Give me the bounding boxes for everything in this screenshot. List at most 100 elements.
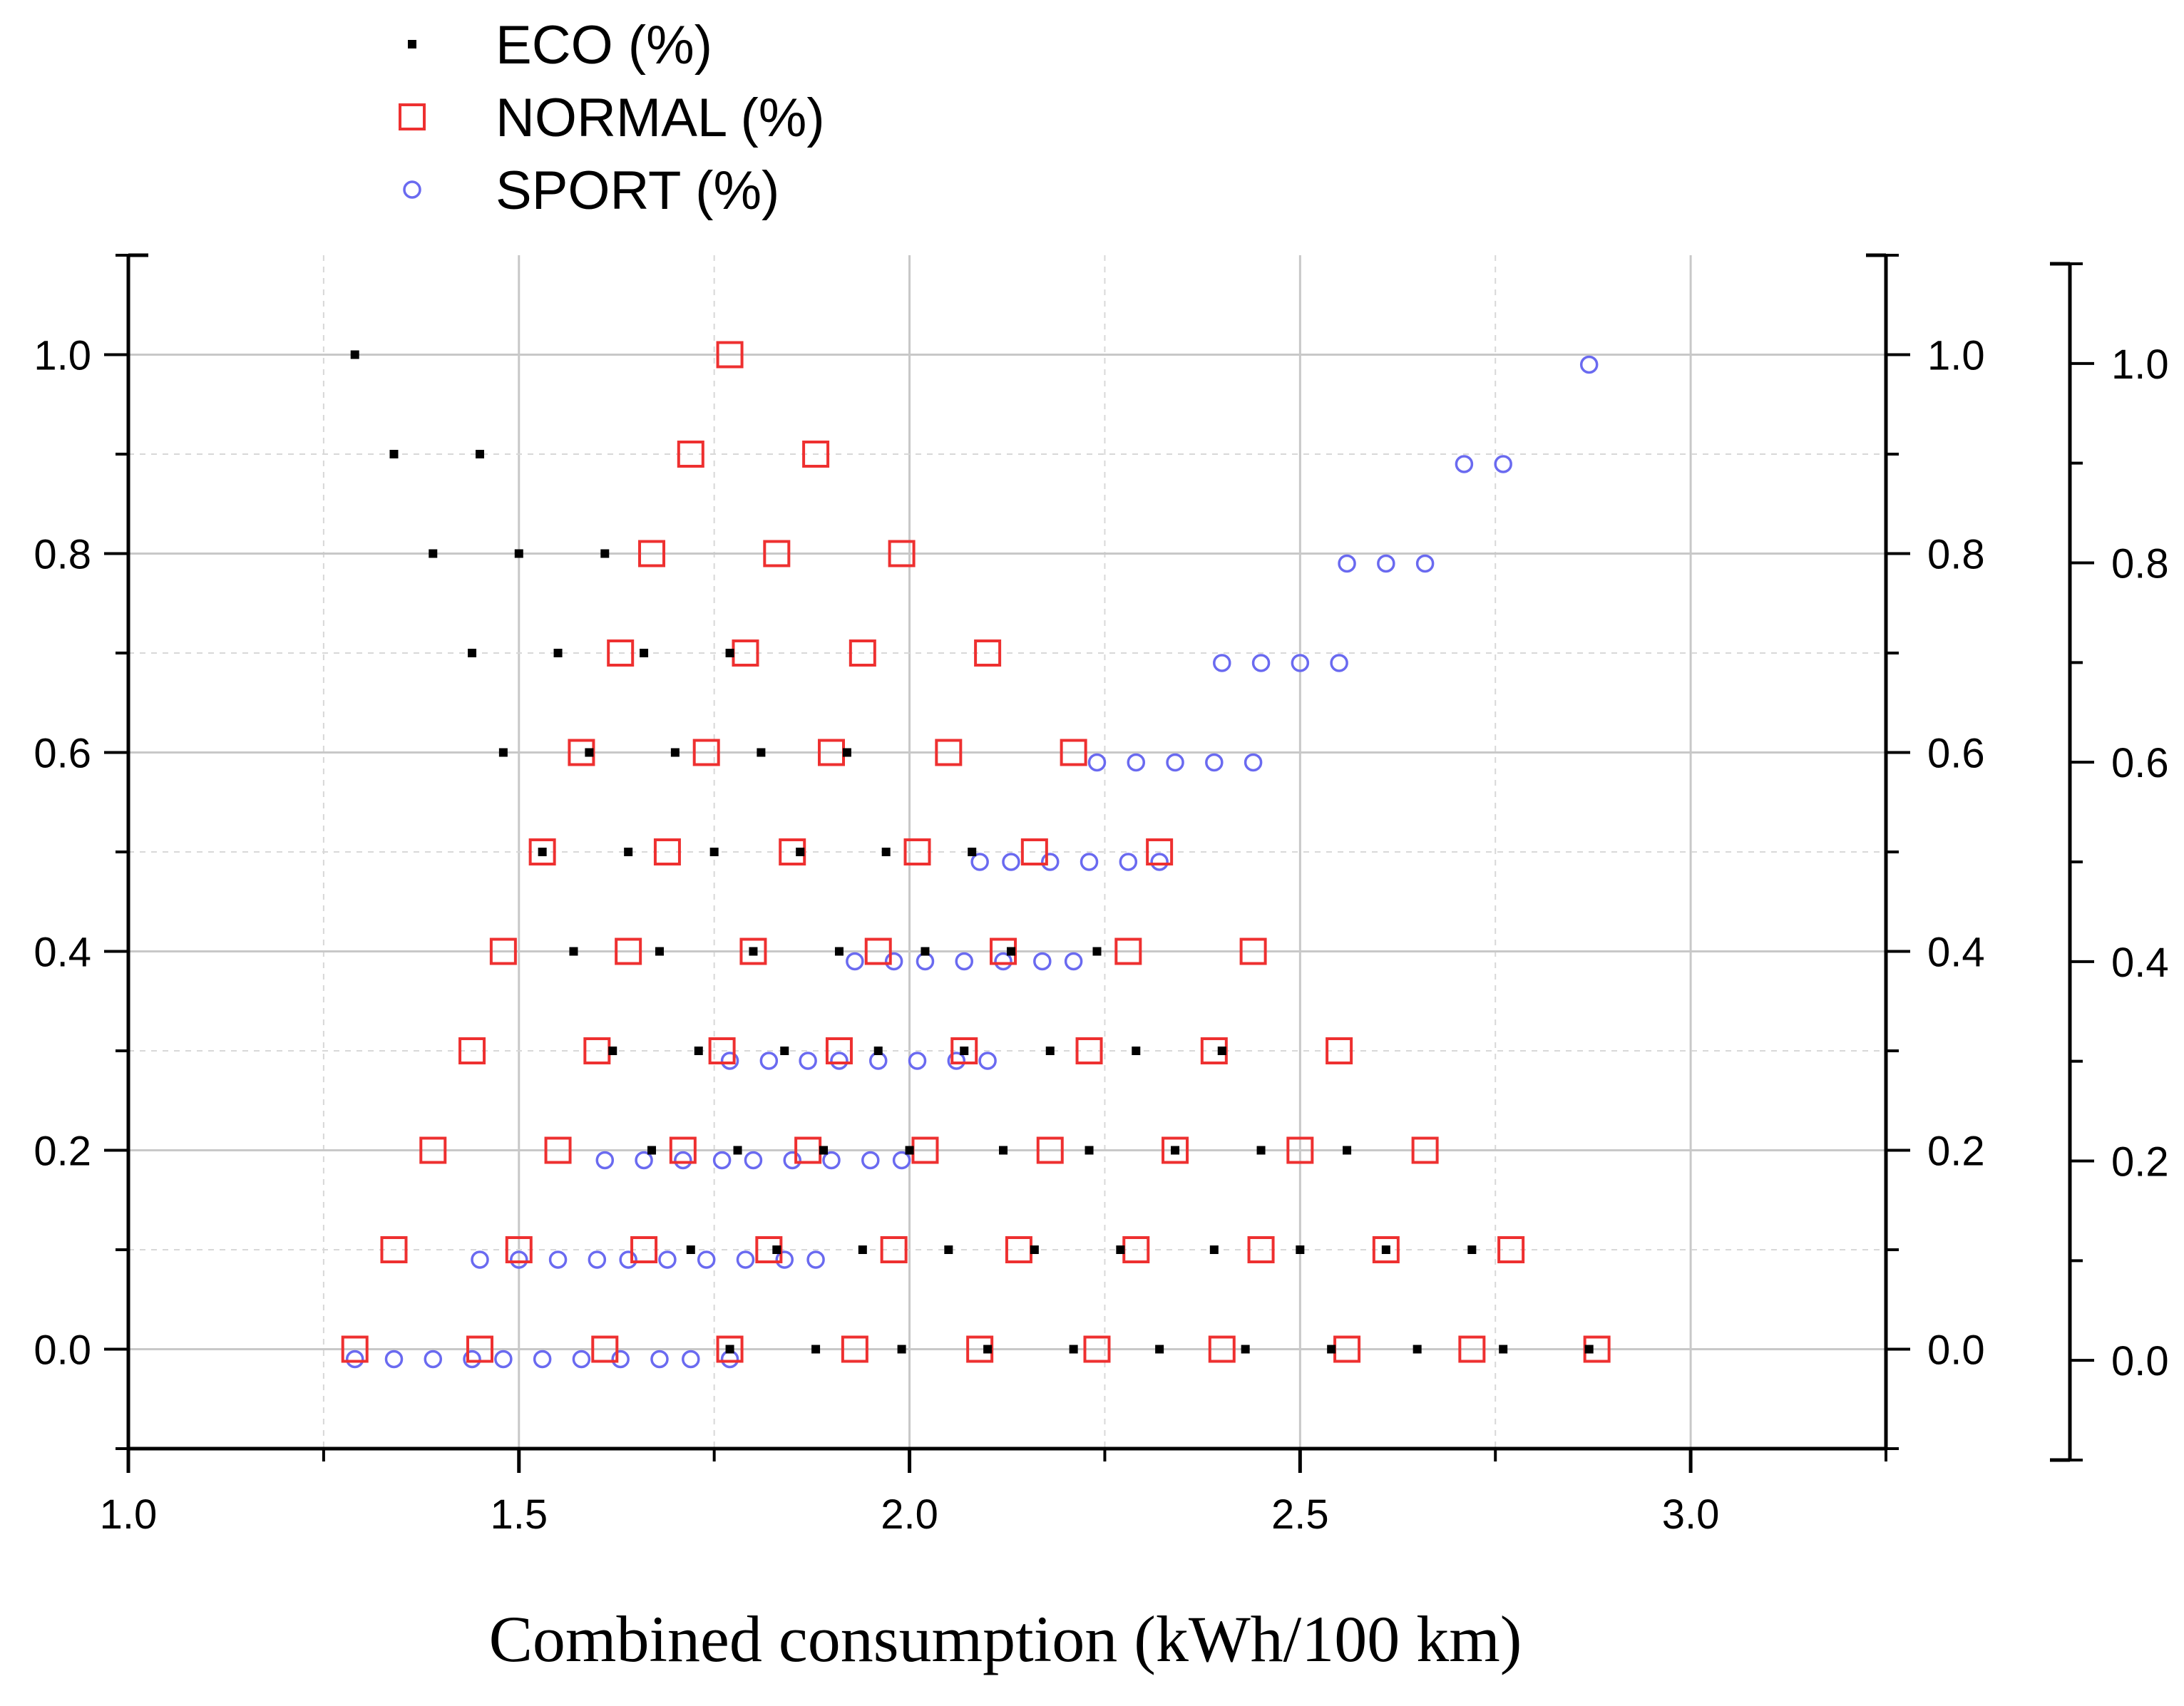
- data-point-eco: [1069, 1345, 1078, 1354]
- data-point-eco: [1343, 1146, 1352, 1155]
- data-point-normal: [638, 540, 666, 567]
- data-point-eco: [709, 848, 719, 856]
- data-point-sport: [1127, 753, 1146, 772]
- data-point-sport: [384, 1350, 404, 1369]
- data-point-sport: [572, 1350, 591, 1369]
- data-point-eco: [640, 649, 649, 657]
- data-point-sport: [861, 1151, 880, 1170]
- y-tick-label-right-outer: 0.6: [2111, 740, 2169, 786]
- data-point-normal: [974, 639, 1002, 667]
- y-tick-label-right-outer: 0.0: [2111, 1338, 2169, 1384]
- legend-label: ECO (%): [496, 15, 712, 76]
- data-point-normal: [380, 1236, 408, 1263]
- data-point-sport: [1579, 355, 1599, 374]
- data-point-sport: [619, 1250, 637, 1269]
- y-tick-label-right-inner: 0.0: [1927, 1327, 1985, 1374]
- data-point-sport: [1455, 455, 1474, 473]
- data-point-eco: [1256, 1146, 1266, 1155]
- data-point-sport: [994, 952, 1012, 971]
- data-point-sport: [1415, 554, 1435, 573]
- data-point-normal: [990, 937, 1017, 965]
- x-tick-label: 2.0: [881, 1491, 938, 1538]
- data-point-normal: [880, 1236, 908, 1263]
- data-point-sport: [775, 1250, 794, 1269]
- data-point-eco: [858, 1245, 867, 1254]
- data-point-sport: [908, 1052, 927, 1070]
- data-point-normal: [568, 739, 595, 766]
- data-point-eco: [498, 748, 508, 757]
- data-point-normal: [607, 639, 635, 667]
- x-tick-label: 1.0: [100, 1491, 158, 1538]
- legend-item: ECO (%): [408, 15, 712, 76]
- series-sport: [345, 355, 1599, 1369]
- x-tick-label: 3.0: [1662, 1491, 1720, 1538]
- data-point-eco: [944, 1245, 953, 1254]
- data-point-eco: [834, 947, 844, 956]
- data-point-sport: [1033, 952, 1052, 971]
- legend-marker: [408, 40, 416, 48]
- data-point-normal: [1497, 1236, 1525, 1263]
- data-point-sport: [1330, 654, 1348, 672]
- data-point-normal: [615, 937, 642, 965]
- y-tick-label-left: 0.8: [34, 532, 91, 578]
- data-point-normal: [1326, 1037, 1353, 1064]
- data-point-sport: [682, 1350, 700, 1369]
- data-point-eco: [1467, 1245, 1477, 1254]
- data-point-eco: [476, 450, 484, 458]
- data-point-sport: [424, 1350, 443, 1369]
- series-normal: [341, 341, 1611, 1363]
- data-point-normal: [708, 1037, 736, 1064]
- data-point-normal: [825, 1037, 853, 1064]
- data-point-normal: [903, 838, 931, 865]
- data-point-normal: [677, 441, 704, 468]
- data-point-sport: [674, 1151, 692, 1170]
- y-tick-label-right-inner: 1.0: [1927, 333, 1985, 379]
- data-point-eco: [819, 1146, 829, 1155]
- data-point-normal: [802, 441, 830, 468]
- data-point-eco: [1217, 1047, 1226, 1055]
- data-point-eco: [757, 748, 766, 757]
- data-point-eco: [608, 1047, 617, 1055]
- data-point-normal: [1372, 1236, 1400, 1263]
- data-point-sport: [548, 1250, 568, 1269]
- data-point-sport: [916, 952, 935, 971]
- data-point-sport: [595, 1151, 615, 1170]
- data-point-sport: [1251, 654, 1271, 672]
- data-point-normal: [1036, 1136, 1064, 1164]
- data-point-normal: [739, 937, 767, 965]
- data-point-eco: [585, 748, 594, 757]
- data-point-normal: [1200, 1037, 1228, 1064]
- data-point-normal: [1162, 1136, 1189, 1164]
- data-point-eco: [811, 1345, 821, 1354]
- data-point-normal: [966, 1335, 994, 1363]
- data-point-eco: [1045, 1047, 1055, 1055]
- data-point-eco: [749, 947, 758, 956]
- data-point-eco: [905, 1146, 914, 1155]
- data-point-normal: [630, 1236, 658, 1263]
- data-point-eco: [772, 1245, 781, 1254]
- data-point-eco: [921, 947, 930, 956]
- data-point-eco: [1499, 1345, 1508, 1354]
- data-point-normal: [950, 1037, 978, 1064]
- data-point-sport: [868, 1052, 888, 1070]
- data-point-eco: [881, 848, 891, 856]
- plot-frame: [104, 253, 2094, 1473]
- data-point-eco: [468, 649, 477, 657]
- data-point-normal: [458, 1037, 486, 1064]
- data-point-sport: [970, 853, 989, 871]
- data-point-normal: [763, 540, 791, 567]
- data-point-normal: [1239, 937, 1267, 965]
- data-point-eco: [670, 748, 680, 757]
- data-point-eco: [1296, 1245, 1305, 1254]
- legend-marker: [399, 103, 426, 130]
- data-markers: [341, 341, 1611, 1369]
- data-point-sport: [736, 1250, 755, 1269]
- data-point-normal: [888, 540, 916, 567]
- data-point-sport: [830, 1052, 849, 1070]
- data-point-normal: [341, 1335, 369, 1363]
- data-point-sport: [1244, 753, 1263, 772]
- data-point-eco: [1327, 1345, 1336, 1354]
- data-point-normal: [692, 739, 720, 766]
- legend-label: SPORT (%): [496, 160, 779, 221]
- data-point-sport: [510, 1250, 528, 1269]
